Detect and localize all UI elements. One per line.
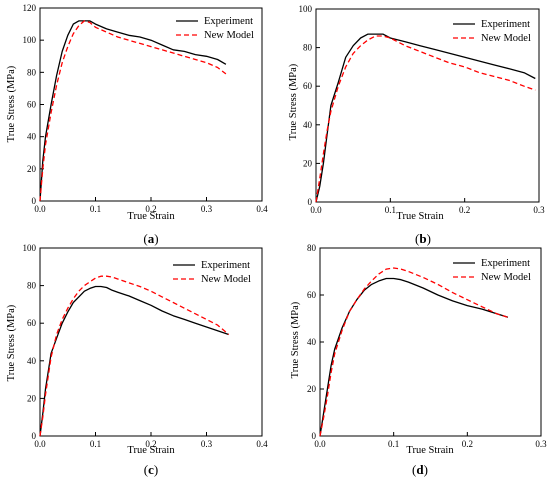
panel-d-y-tick-label: 20 <box>307 384 317 394</box>
panel-a-x-tick-label: 0.1 <box>90 204 101 214</box>
panel-a-y-tick-label: 20 <box>27 164 37 174</box>
panel-c-y-tick-label: 20 <box>27 393 37 403</box>
panel-d-x-tick-label: 0.3 <box>535 439 547 449</box>
panel-c: 0.0 0.1 0.2 0.3 0.4 0 20 40 60 80 100 Experiment N… <box>6 243 268 477</box>
panel-d-model-line <box>319 267 509 437</box>
panel-a-y-tick-label: 120 <box>23 3 37 13</box>
panel-c-x-tick-label: 0.4 <box>256 439 268 449</box>
panel-c-experiment-line <box>39 285 229 437</box>
panel-c-x-tick-label: 0.2 <box>145 439 156 449</box>
panel-b-model-line <box>315 35 536 203</box>
panel-a-legend-experiment: Experiment <box>204 16 253 27</box>
panel-d-x-axis-title: True Strain <box>406 445 454 456</box>
panel-d-y-tick-label: 40 <box>307 337 317 347</box>
panel-a-model-line <box>39 20 227 202</box>
panel-a: 0.0 0.1 0.2 0.3 0.4 0 20 40 60 80 100 120 Experimen… <box>6 3 268 246</box>
panel-d-y-axis-title: True Stress (MPa) <box>290 301 301 378</box>
panel-a-x-axis-title: True Strain <box>127 211 175 222</box>
panel-a-marks: 0.0 0.1 0.2 0.3 0.4 0 20 40 60 80 100 120 <box>23 3 269 214</box>
panel-d-experiment-line <box>319 277 509 437</box>
panel-a-y-tick-label: 60 <box>27 100 37 110</box>
panel-b-y-tick-label: 60 <box>303 81 313 91</box>
panel-a-y-tick-label: 100 <box>23 35 37 45</box>
panel-d-caption: (d) <box>412 462 428 477</box>
panel-d-x-tick-label: 0.1 <box>388 439 399 449</box>
panel-c-y-tick-label: 40 <box>27 356 37 366</box>
panel-b-y-tick-label: 80 <box>303 43 313 53</box>
panel-c-x-tick-label: 0.0 <box>34 439 46 449</box>
panel-a-x-tick-label: 0.4 <box>256 204 268 214</box>
panel-a-caption: (a) <box>143 231 158 246</box>
panel-a-x-tick-label: 0.2 <box>145 204 156 214</box>
panel-b-x-tick-label: 0.0 <box>310 205 322 215</box>
panel-d-legend-experiment: Experiment <box>481 258 530 269</box>
panel-b-x-tick-label: 0.1 <box>385 205 396 215</box>
panel-c-marks: 0.0 0.1 0.2 0.3 0.4 0 20 40 60 80 100 <box>23 243 269 449</box>
panel-b-caption: (b) <box>415 231 431 246</box>
panel-a-y-tick-label: 40 <box>27 132 37 142</box>
panel-b-plot-frame <box>315 8 540 203</box>
panel-d-legend-model: New Model <box>481 272 531 283</box>
panel-c-y-tick-label: 80 <box>27 281 37 291</box>
panel-b-y-tick-label: 100 <box>299 4 313 14</box>
panel-c-legend-experiment: Experiment <box>201 260 250 271</box>
panel-b-x-tick-label: 0.3 <box>533 205 545 215</box>
panel-b-x-tick-label: 0.2 <box>459 205 470 215</box>
panel-b-legend-experiment: Experiment <box>481 19 530 30</box>
panel-d-y-tick-label: 60 <box>307 290 317 300</box>
panel-d-marks: 0.0 0.1 0.2 0.3 0 20 40 60 80 <box>307 243 547 449</box>
panel-b-experiment-line <box>315 33 536 203</box>
panel-d: 0.0 0.1 0.2 0.3 0 20 40 60 80 Experiment New Mod… <box>290 243 547 477</box>
panel-b-y-tick-label: 0 <box>308 197 313 207</box>
panel-a-legend-model: New Model <box>204 30 254 41</box>
panel-d-x-tick-label: 0.0 <box>314 439 326 449</box>
panel-b-marks: 0.0 0.1 0.2 0.3 0 20 40 60 80 100 <box>299 4 546 215</box>
panel-c-y-tick-label: 60 <box>27 318 37 328</box>
panel-c-x-tick-label: 0.3 <box>201 439 213 449</box>
panel-b-x-axis-title: True Strain <box>396 211 444 222</box>
panel-c-x-axis-title: True Strain <box>127 445 175 456</box>
panel-d-x-tick-label: 0.2 <box>462 439 473 449</box>
panel-d-y-tick-label: 0 <box>312 431 317 441</box>
panel-b-y-tick-label: 40 <box>303 120 313 130</box>
panel-a-experiment-line <box>39 20 227 202</box>
panel-c-y-tick-label: 100 <box>23 243 37 253</box>
panel-c-y-tick-label: 0 <box>32 431 37 441</box>
panel-b-y-tick-label: 20 <box>303 158 313 168</box>
panel-b-y-axis-title: True Stress (MPa) <box>288 63 299 140</box>
panel-b-legend-model: New Model <box>481 33 531 44</box>
panel-c-x-tick-label: 0.1 <box>90 439 101 449</box>
panel-c-legend-model: New Model <box>201 274 251 285</box>
panel-b: 0.0 0.1 0.2 0.3 0 20 40 60 80 100 Experiment New … <box>288 4 545 246</box>
panel-d-y-tick-label: 80 <box>307 243 317 253</box>
panel-c-caption: (c) <box>144 462 158 477</box>
panel-a-y-tick-label: 80 <box>27 67 37 77</box>
panel-a-x-tick-label: 0.0 <box>34 204 46 214</box>
panel-c-model-line <box>39 275 230 437</box>
panel-a-y-tick-label: 0 <box>32 196 37 206</box>
panel-a-x-tick-label: 0.3 <box>201 204 213 214</box>
panel-a-y-axis-title: True Stress (MPa) <box>6 65 17 142</box>
panel-c-y-axis-title: True Stress (MPa) <box>6 304 17 381</box>
